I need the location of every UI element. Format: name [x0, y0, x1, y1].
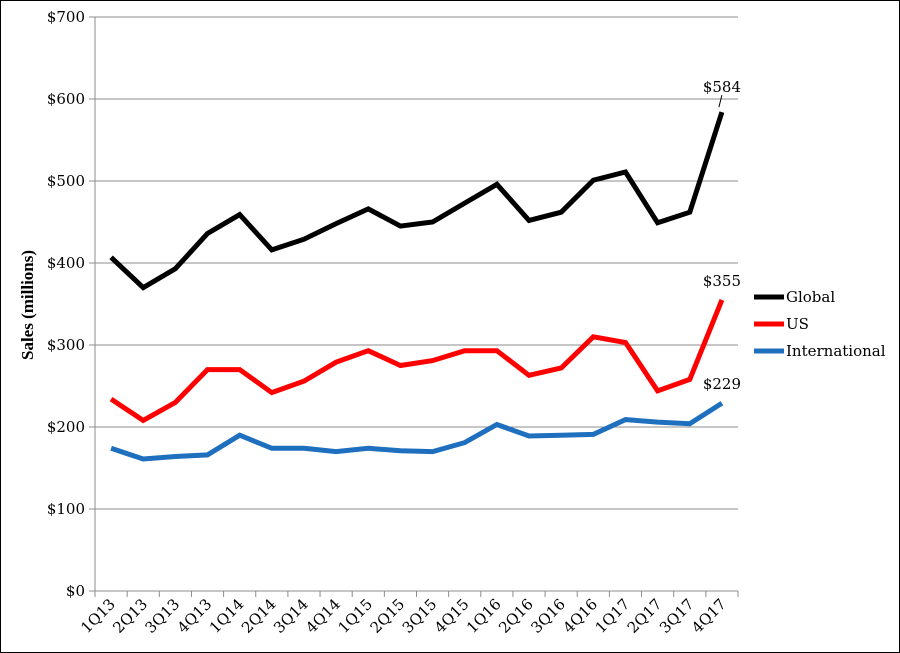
axes — [89, 16, 739, 597]
end-label-international: $229 — [703, 375, 741, 393]
y-axis-title: Sales (millions) — [18, 250, 37, 360]
y-tick-label: $600 — [47, 90, 85, 108]
series-line-global — [109, 111, 725, 291]
legend: Global US International — [754, 288, 886, 360]
end-label-global: $584 — [703, 78, 741, 96]
y-tick-label: $100 — [47, 500, 85, 518]
y-tick-label: $0 — [66, 582, 85, 600]
legend-item-us: US — [754, 315, 809, 333]
y-tick-label: $200 — [47, 418, 85, 436]
series-lines — [109, 111, 725, 462]
gridlines — [95, 16, 738, 510]
series-line-us — [109, 298, 725, 424]
y-axis-tick-labels: $0 $100 $200 $300 $400 $500 $600 $700 — [47, 8, 85, 600]
legend-item-international: International — [754, 342, 886, 360]
legend-label: US — [786, 315, 809, 333]
y-tick-label: $500 — [47, 172, 85, 190]
y-tick-label: $700 — [47, 8, 85, 26]
y-tick-label: $300 — [47, 336, 85, 354]
end-label-us: $355 — [703, 272, 741, 290]
series-line-international — [110, 401, 724, 462]
end-value-labels: $584 $355 $229 — [703, 78, 741, 393]
y-tick-label: $400 — [47, 254, 85, 272]
legend-label: International — [786, 342, 886, 360]
legend-label: Global — [786, 288, 835, 306]
leader-line — [718, 94, 723, 108]
legend-item-global: Global — [754, 288, 835, 306]
